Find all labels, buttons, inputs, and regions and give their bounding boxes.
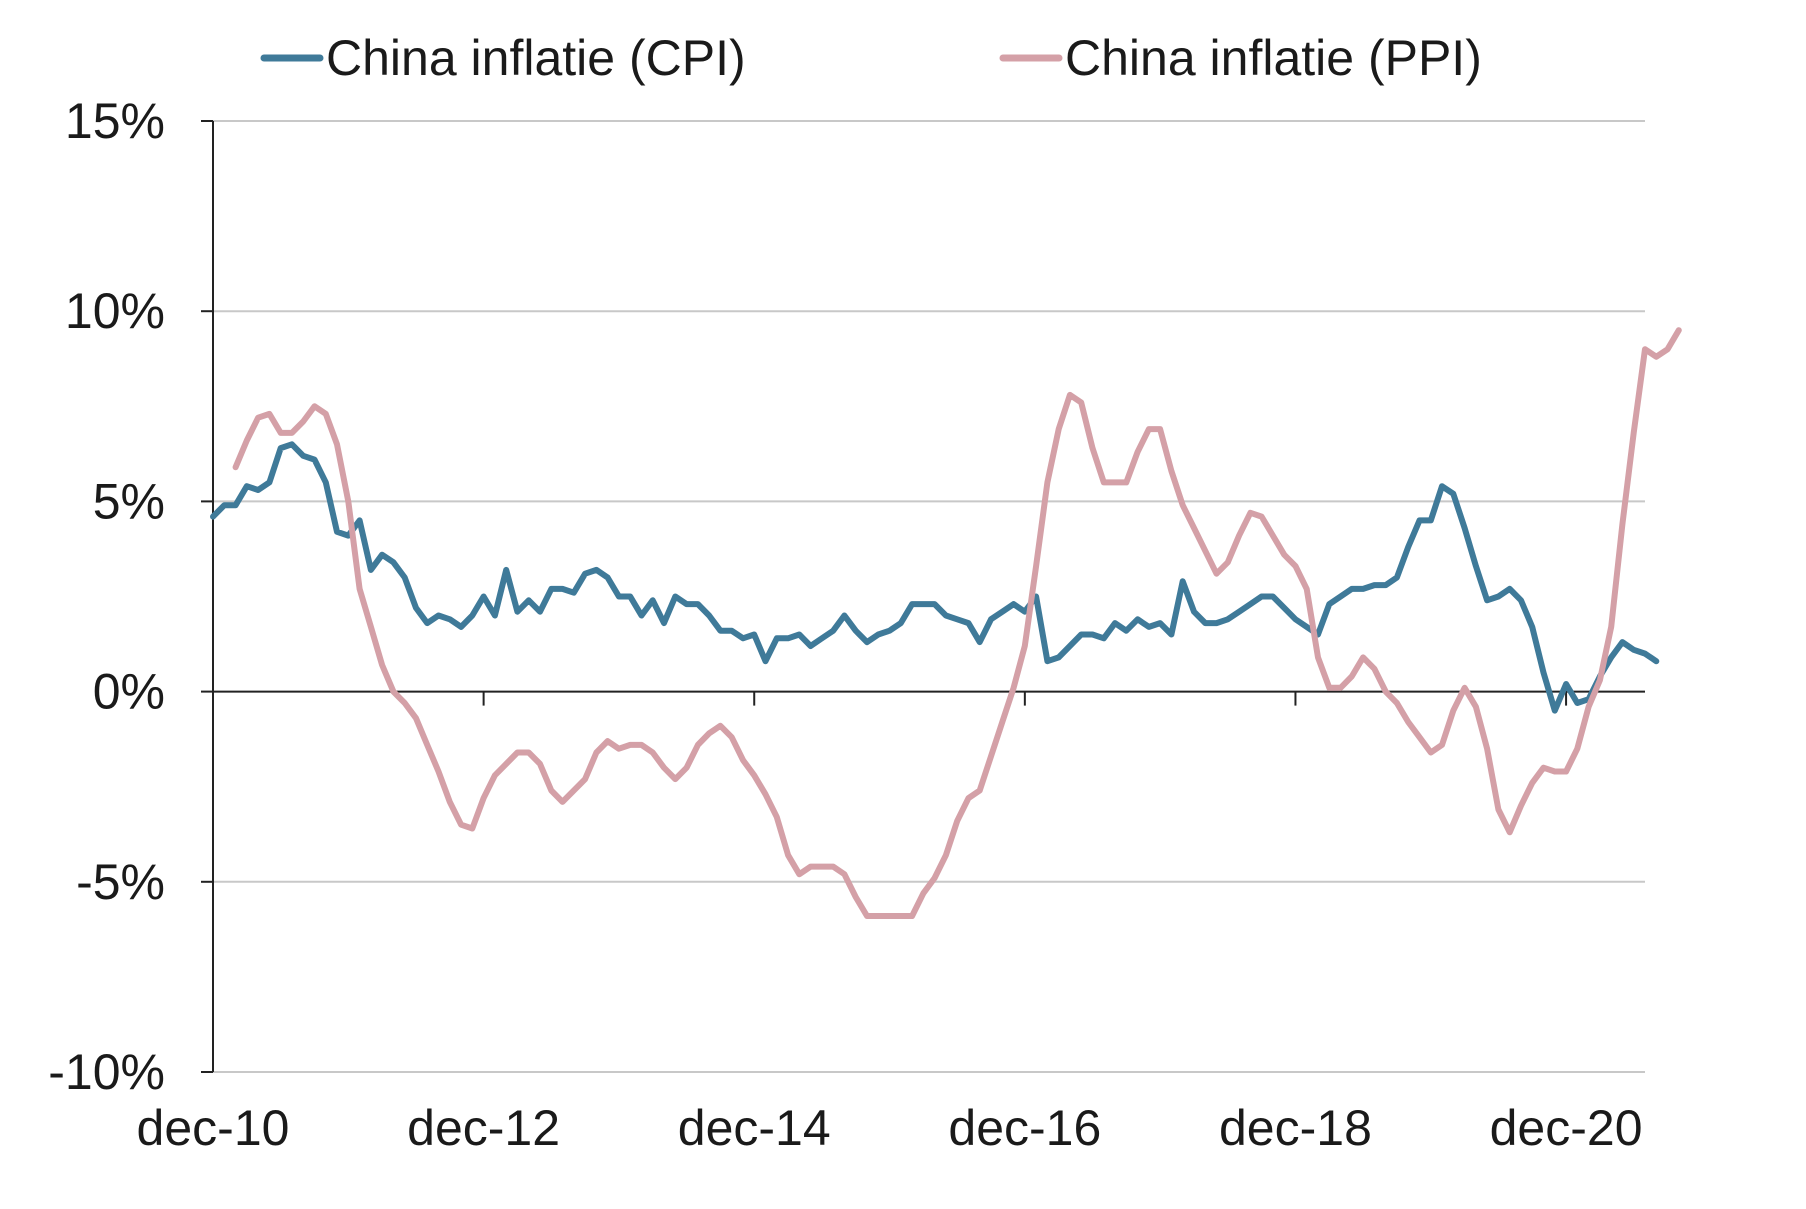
y-tick-label: 5% (93, 473, 165, 529)
series-line-cpi (210, 441, 1660, 714)
y-tick-label: -5% (76, 854, 165, 910)
y-tick-label: 10% (65, 283, 165, 339)
legend: China inflatie (CPI) China inflatie (PPI) (260, 30, 1482, 86)
x-tick-label: dec-18 (1219, 1100, 1372, 1156)
x-tick-label: dec-14 (678, 1100, 831, 1156)
y-tick-label: -10% (48, 1044, 165, 1100)
legend-label-ppi: China inflatie (PPI) (1065, 30, 1482, 86)
gridlines (213, 120, 1645, 1073)
axes: 15% 10% 5% 0% -5% -10%dec-10 dec-12 dec-14 dec-1… (48, 93, 1645, 1156)
x-tick-label: dec-16 (948, 1100, 1101, 1156)
x-tick-label: dec-10 (137, 1100, 290, 1156)
y-tick-label: 15% (65, 93, 165, 149)
x-tick-label: dec-20 (1490, 1100, 1643, 1156)
series-line-ppi (232, 327, 1682, 919)
series-lines (210, 327, 1682, 919)
y-tick-label: 0% (93, 664, 165, 720)
legend-label-cpi: China inflatie (CPI) (326, 30, 746, 86)
x-tick-label: dec-12 (407, 1100, 560, 1156)
